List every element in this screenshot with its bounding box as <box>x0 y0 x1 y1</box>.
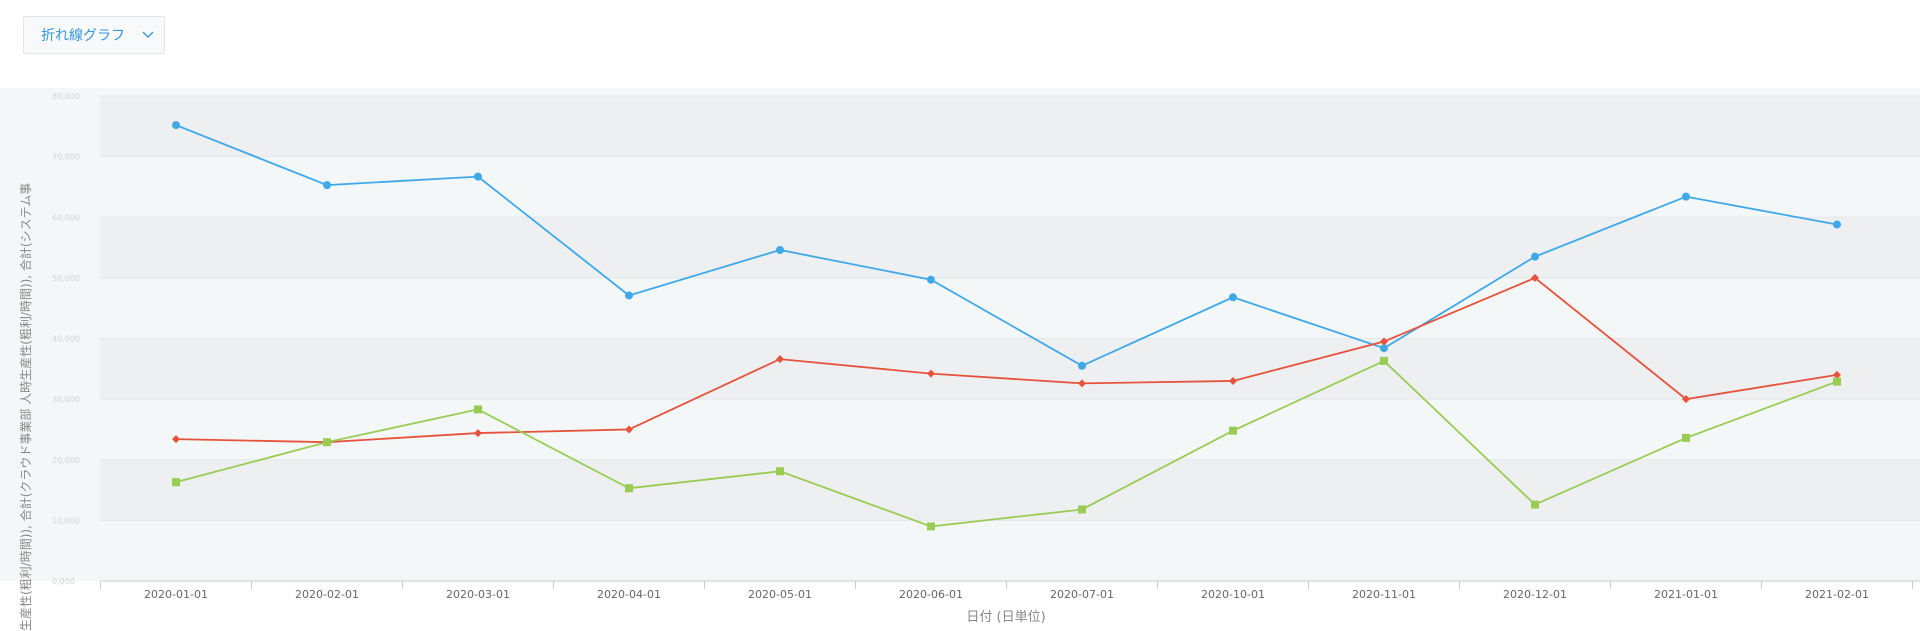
series-line <box>175 124 1838 367</box>
x-axis: 2020-01-01 2020-02-01 2020-03-01 2020-04-01… <box>100 580 1920 601</box>
grid-lines <box>100 95 1920 582</box>
y-tick-label: 10,000 <box>52 516 80 525</box>
grid-band <box>100 338 1920 400</box>
y-tick-label: 70,000 <box>52 153 80 162</box>
y-tick-label: 60,000 <box>52 213 80 222</box>
data-point <box>625 291 633 300</box>
data-point <box>776 467 784 476</box>
y-tick-label: 0,000 <box>52 577 75 586</box>
x-tick-label: 2020-01-01 <box>144 588 208 601</box>
x-tick-label: 2020-11-01 <box>1352 588 1416 601</box>
data-point <box>776 355 784 364</box>
grid-band <box>100 217 1920 278</box>
data-point <box>1531 252 1539 261</box>
grid-band <box>100 96 1920 157</box>
data-point <box>1833 220 1841 229</box>
y-tick-label: 40,000 <box>52 335 80 344</box>
data-point <box>474 172 482 181</box>
y-tick-label: 20,000 <box>52 456 80 465</box>
y-axis-title: 生産性(粗利/時間)), 合計(クラウド事業部 人時生産性(粗利/時間)), 合… <box>18 183 33 631</box>
data-point <box>1682 395 1690 404</box>
data-point <box>776 245 784 254</box>
data-point <box>1531 273 1539 282</box>
chevron-down-icon <box>142 31 154 38</box>
x-tick-label: 2020-12-01 <box>1503 588 1567 601</box>
data-point <box>1229 293 1237 302</box>
series-group <box>172 121 1841 531</box>
data-point <box>474 405 482 414</box>
data-point <box>927 369 935 378</box>
grid-bands <box>0 88 1920 581</box>
data-point <box>1229 426 1237 435</box>
y-tick-label: 50,000 <box>52 274 80 283</box>
x-tick-label: 2020-07-01 <box>1050 588 1114 601</box>
data-point <box>625 484 633 493</box>
data-point <box>323 181 331 190</box>
x-tick-label: 2020-06-01 <box>899 588 963 601</box>
data-point <box>1833 377 1841 386</box>
x-tick-label: 2020-02-01 <box>295 588 359 601</box>
chart-type-dropdown[interactable]: 折れ線グラフ <box>23 16 165 54</box>
data-point <box>1833 370 1841 379</box>
y-tick-label: 30,000 <box>52 395 80 404</box>
data-point <box>1380 344 1388 353</box>
x-axis-title: 日付 (日単位) <box>966 609 1045 625</box>
data-point <box>1531 500 1539 509</box>
series-line <box>175 359 1838 528</box>
grid-band <box>100 459 1920 521</box>
y-tick-labels: 0,000 10,000 20,000 30,000 40,000 50,000 60,00… <box>52 92 80 586</box>
data-point <box>927 522 935 531</box>
data-point <box>1078 379 1086 388</box>
chart-type-label: 折れ線グラフ <box>41 28 125 44</box>
data-point <box>1682 433 1690 442</box>
x-tick-label: 2020-05-01 <box>748 588 812 601</box>
data-point <box>172 435 180 444</box>
data-point <box>172 121 180 130</box>
series-line <box>175 276 1838 444</box>
line-chart: 0,000 10,000 20,000 30,000 40,000 50,000 60,00… <box>0 88 1920 631</box>
data-point <box>1078 505 1086 514</box>
data-point <box>474 429 482 438</box>
y-tick-label: 80,000 <box>52 92 80 101</box>
data-point <box>1380 337 1388 346</box>
data-point <box>927 275 935 284</box>
x-tick-label: 2020-03-01 <box>446 588 510 601</box>
x-tick-label: 2020-04-01 <box>597 588 661 601</box>
data-point <box>172 478 180 487</box>
x-tick-label: 2021-02-01 <box>1805 588 1869 601</box>
data-point <box>1380 356 1388 365</box>
x-tick-label: 2021-01-01 <box>1654 588 1718 601</box>
data-point <box>625 425 633 434</box>
x-tick-label: 2020-10-01 <box>1201 588 1265 601</box>
data-point <box>323 438 331 447</box>
data-point <box>1229 376 1237 385</box>
data-point <box>1682 192 1690 201</box>
data-point <box>1078 361 1086 370</box>
